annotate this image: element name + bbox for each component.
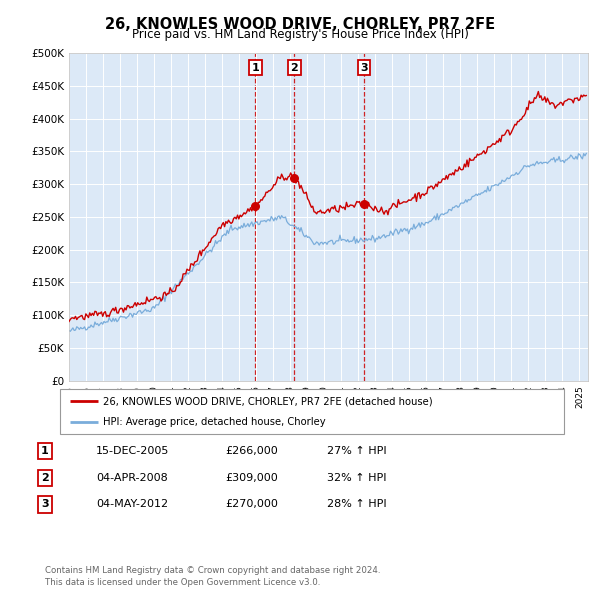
Point (290, 173, 299, 183)
Text: £309,000: £309,000 (225, 473, 278, 483)
FancyBboxPatch shape (60, 389, 564, 434)
Text: £266,000: £266,000 (225, 447, 278, 456)
Text: HPI: Average price, detached house, Chorley: HPI: Average price, detached house, Chor… (103, 417, 325, 427)
Text: Price paid vs. HM Land Registry's House Price Index (HPI): Price paid vs. HM Land Registry's House … (131, 28, 469, 41)
Text: 1: 1 (41, 447, 49, 456)
Text: 04-APR-2008: 04-APR-2008 (96, 473, 168, 483)
Text: 27% ↑ HPI: 27% ↑ HPI (327, 447, 386, 456)
Point (359, 199, 369, 208)
Text: 04-MAY-2012: 04-MAY-2012 (96, 500, 168, 509)
Point (251, 202, 260, 211)
Text: 26, KNOWLES WOOD DRIVE, CHORLEY, PR7 2FE (detached house): 26, KNOWLES WOOD DRIVE, CHORLEY, PR7 2FE… (103, 396, 433, 407)
Text: 15-DEC-2005: 15-DEC-2005 (96, 447, 169, 456)
Text: £270,000: £270,000 (225, 500, 278, 509)
Text: 2: 2 (41, 473, 49, 483)
Text: Contains HM Land Registry data © Crown copyright and database right 2024.
This d: Contains HM Land Registry data © Crown c… (45, 566, 380, 587)
Text: 3: 3 (41, 500, 49, 509)
Text: 28% ↑ HPI: 28% ↑ HPI (327, 500, 386, 509)
Text: 1: 1 (251, 63, 259, 73)
Text: 3: 3 (360, 63, 368, 73)
Text: 32% ↑ HPI: 32% ↑ HPI (327, 473, 386, 483)
Text: 26, KNOWLES WOOD DRIVE, CHORLEY, PR7 2FE: 26, KNOWLES WOOD DRIVE, CHORLEY, PR7 2FE (105, 17, 495, 31)
Text: 2: 2 (290, 63, 298, 73)
